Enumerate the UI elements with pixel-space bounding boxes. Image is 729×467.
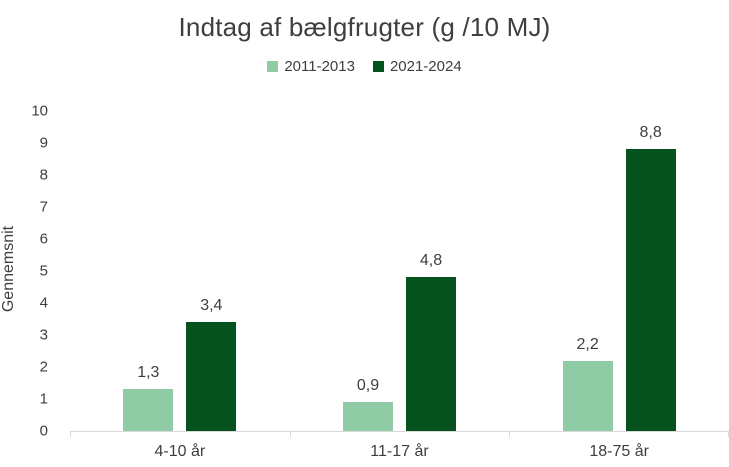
bar-value-label: 1,3	[137, 364, 160, 382]
bar	[625, 149, 676, 431]
y-tick-label: 5	[39, 262, 48, 280]
legend-swatch-icon	[267, 61, 279, 72]
bar-value-label: 0,9	[356, 377, 380, 395]
y-tick-label: 2	[39, 358, 48, 376]
x-axis-tick	[289, 431, 291, 437]
legend-label: 2021-2024	[389, 58, 462, 75]
bar	[406, 277, 456, 431]
x-axis-tick	[70, 431, 71, 437]
y-tick-label: 10	[31, 102, 48, 120]
y-tick-label: 8	[39, 166, 48, 184]
x-axis-tick	[509, 431, 511, 437]
chart-legend: 2011-2013 2021-2024	[0, 58, 729, 75]
chart-title: Indtag af bælgfrugter (g /10 MJ)	[178, 12, 551, 42]
bar	[562, 360, 613, 431]
bar-value-label: 8,8	[639, 124, 662, 142]
y-tick-label: 4	[39, 294, 48, 312]
bar	[123, 389, 174, 431]
x-category-label: 4-10 år	[154, 443, 206, 460]
y-tick-label: 6	[39, 230, 48, 248]
bar	[186, 322, 237, 431]
bar	[343, 402, 393, 431]
legend-swatch-icon	[372, 61, 384, 72]
y-tick-label: 0	[39, 422, 48, 440]
bar-value-label: 4,8	[419, 252, 443, 270]
bar-value-label: 2,2	[576, 335, 599, 353]
x-axis-line	[70, 431, 729, 432]
y-tick-label: 3	[39, 326, 48, 344]
y-tick-label: 7	[39, 198, 48, 216]
bar-value-label: 3,4	[200, 297, 223, 315]
legend-item: 2011-2013	[267, 58, 355, 75]
y-tick-label: 1	[39, 390, 48, 408]
legend-label: 2011-2013	[284, 58, 355, 75]
y-tick-label: 9	[39, 134, 48, 152]
x-category-label: 11-17 år	[370, 443, 429, 460]
x-category-label: 18-75 år	[589, 443, 649, 460]
legend-item: 2021-2024	[372, 58, 462, 75]
